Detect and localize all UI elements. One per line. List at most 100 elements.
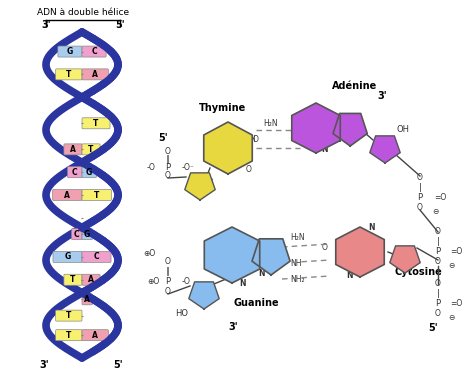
Text: |: | [419, 183, 421, 193]
Text: 5': 5' [115, 20, 125, 30]
Text: O: O [165, 171, 171, 180]
FancyBboxPatch shape [55, 69, 82, 80]
Text: ‖: ‖ [166, 156, 170, 165]
Text: O: O [322, 243, 328, 252]
Text: A: A [88, 275, 94, 284]
Text: N: N [223, 235, 229, 244]
Text: C: C [72, 168, 78, 177]
FancyBboxPatch shape [58, 46, 82, 57]
FancyBboxPatch shape [82, 144, 100, 155]
Text: P: P [418, 194, 422, 203]
FancyBboxPatch shape [82, 229, 92, 240]
Text: N: N [369, 223, 375, 232]
FancyBboxPatch shape [82, 330, 109, 341]
Text: O: O [210, 289, 215, 295]
Text: ⊖: ⊖ [432, 208, 438, 217]
Text: N: N [309, 109, 315, 118]
Text: OH: OH [397, 126, 410, 135]
Text: H₂N: H₂N [263, 120, 278, 129]
FancyBboxPatch shape [55, 310, 82, 321]
Polygon shape [390, 246, 420, 273]
Text: P: P [436, 247, 440, 256]
Text: P: P [165, 277, 171, 287]
Text: NH: NH [245, 135, 256, 144]
Text: ADN à double hélice: ADN à double hélice [37, 8, 129, 17]
Text: Adénine: Adénine [332, 81, 378, 91]
Text: G: G [84, 230, 91, 239]
Text: C: C [74, 230, 80, 239]
Text: O: O [435, 309, 441, 318]
Text: A: A [70, 145, 76, 154]
Text: N: N [275, 243, 281, 252]
Text: ‖: ‖ [166, 267, 170, 276]
FancyBboxPatch shape [68, 167, 82, 178]
FancyBboxPatch shape [53, 252, 82, 262]
Polygon shape [336, 227, 384, 277]
Polygon shape [204, 122, 252, 174]
Text: Cytosine: Cytosine [395, 267, 443, 277]
FancyBboxPatch shape [55, 330, 82, 341]
FancyBboxPatch shape [82, 294, 92, 305]
Polygon shape [370, 136, 400, 163]
FancyBboxPatch shape [82, 190, 111, 200]
Text: Guanine: Guanine [233, 298, 279, 308]
Text: ⊕O: ⊕O [148, 277, 160, 287]
Text: T: T [66, 331, 72, 340]
Text: 3': 3' [228, 322, 238, 332]
Text: C: C [94, 252, 100, 261]
Polygon shape [204, 227, 260, 283]
Text: O: O [246, 165, 252, 174]
FancyBboxPatch shape [82, 69, 109, 80]
Text: 3': 3' [377, 91, 387, 101]
Text: =O: =O [450, 247, 462, 256]
Text: O: O [207, 178, 213, 184]
Text: O: O [253, 135, 259, 144]
Text: G: G [86, 168, 92, 177]
Text: T: T [66, 311, 72, 320]
Text: O: O [435, 279, 441, 288]
Polygon shape [333, 114, 367, 146]
Text: N: N [240, 279, 246, 288]
Text: -O⁻: -O⁻ [182, 164, 195, 173]
Text: P: P [436, 300, 440, 308]
Text: A: A [92, 331, 98, 340]
Text: G: G [64, 252, 71, 261]
FancyBboxPatch shape [72, 229, 82, 240]
Text: O: O [394, 252, 400, 258]
Text: HO: HO [175, 309, 188, 318]
Text: ⊖: ⊖ [448, 314, 455, 323]
Text: 3': 3' [41, 20, 51, 30]
Text: NH: NH [290, 259, 301, 267]
FancyBboxPatch shape [64, 144, 82, 155]
Text: G: G [67, 47, 73, 56]
FancyBboxPatch shape [82, 252, 111, 262]
Text: |: | [437, 290, 439, 299]
Text: O: O [374, 141, 380, 147]
FancyBboxPatch shape [82, 167, 96, 178]
Text: 5': 5' [113, 360, 123, 370]
FancyBboxPatch shape [64, 274, 82, 285]
Text: -O: -O [147, 164, 156, 173]
FancyBboxPatch shape [82, 118, 110, 129]
FancyBboxPatch shape [82, 46, 106, 57]
Text: A: A [64, 191, 70, 200]
Text: N: N [335, 135, 341, 144]
Text: N: N [347, 271, 353, 280]
Text: =O: =O [434, 194, 446, 203]
Text: T: T [88, 145, 94, 154]
Text: =O: =O [450, 300, 462, 308]
Text: -O: -O [182, 277, 191, 287]
Text: C: C [91, 47, 97, 56]
Polygon shape [185, 173, 215, 200]
Text: O: O [417, 173, 423, 182]
Text: 3': 3' [39, 360, 49, 370]
FancyBboxPatch shape [82, 274, 100, 285]
Text: NH₂: NH₂ [290, 274, 305, 284]
Text: O: O [417, 203, 423, 212]
Text: N: N [322, 146, 328, 155]
Text: Thymine: Thymine [200, 103, 246, 113]
Text: |: | [437, 238, 439, 247]
Polygon shape [189, 282, 219, 309]
Text: T: T [93, 119, 99, 128]
Text: O: O [165, 258, 171, 267]
